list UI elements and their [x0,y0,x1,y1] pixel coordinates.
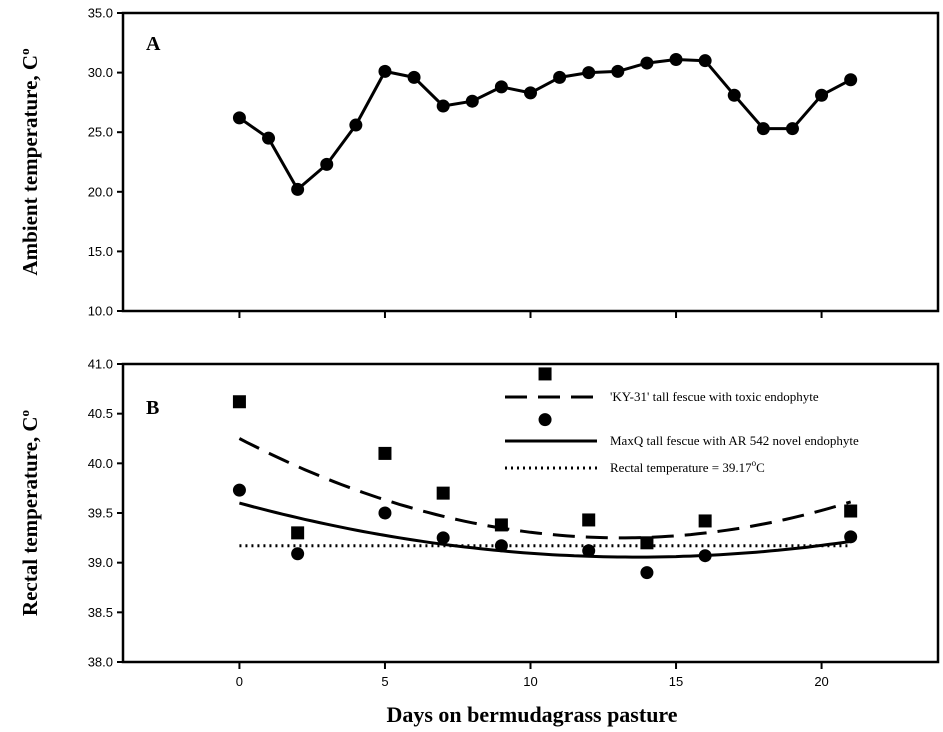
ky31-point [378,446,392,460]
ky31-point [844,504,858,518]
ambient-temperature-point [553,70,567,84]
ambient-temperature-point [378,64,392,78]
maxq-point [494,539,508,553]
ambient-temperature-point [232,111,246,125]
panel-b-x-tick-label: 15 [669,674,683,689]
maxq-point [844,530,858,544]
legend-marker-square [538,367,552,381]
ambient-temperature-point [844,73,858,87]
panel-b-y-tick-label: 40.0 [88,456,113,471]
ambient-temperature-point [524,86,537,100]
legend-marker-circle [538,413,552,427]
ky31-point [640,536,654,550]
ambient-temperature-point [349,118,363,132]
panel-b-y-tick-label: 41.0 [88,357,113,372]
panel-a-y-tick-label: 15.0 [88,244,113,259]
panel-a-y-tick-label: 20.0 [88,184,113,199]
panel-b-x-tick-label: 0 [236,674,243,689]
panel-b-x-tick-label: 20 [814,674,828,689]
ambient-temperature-point [465,94,479,108]
ambient-temperature-point [436,99,450,113]
ambient-temperature-point [815,88,829,102]
panel-a-y-tick-label: 30.0 [88,65,113,80]
ky31-point [436,486,450,500]
maxq-point [232,483,246,497]
panel-b: B Rectal temperature, Co Days on bermuda… [17,357,940,727]
ambient-temperature-point [611,64,625,78]
panel-b-y-tick-label: 38.0 [88,655,113,670]
panel-a: A Ambient temperature, Co 10.0 15.0 20.0 25… [17,6,940,319]
legend-label-rectal-threshold: Rectal temperature = 39.17oC [610,458,765,475]
maxq-fit-curve [239,501,851,559]
ambient-temperature-point [698,54,712,68]
maxq-point [640,566,654,580]
panel-b-y-tick-label: 38.5 [88,605,113,620]
ky31-point [582,513,596,527]
ky31-point [494,518,508,532]
panel-a-y-tick-label: 25.0 [88,125,113,140]
ambient-temperature-point [320,157,334,171]
panel-a-y-axis-label: Ambient temperature, Co [17,48,42,275]
maxq-point [436,531,450,545]
panel-a-y-tick-label: 10.0 [88,304,113,319]
panel-a-label: A [146,33,161,55]
ambient-temperature-point [407,70,421,84]
panel-a-y-tick-label: 35.0 [88,6,113,21]
panel-b-y-axis-label: Rectal temperature, Co [17,410,42,616]
ambient-temperature-line [238,58,852,191]
ambient-temperature-point [785,122,799,136]
panel-b-y-tick-label: 39.5 [88,506,113,521]
panel-a-frame [121,11,940,313]
ambient-temperature-point [262,131,276,145]
panel-b-x-tick-label: 5 [381,674,388,689]
maxq-point [582,544,596,558]
panel-b-label: B [146,397,159,419]
legend-label-maxq: MaxQ tall fescue with AR 542 novel endop… [610,433,859,448]
ky31-point [232,395,246,409]
ambient-temperature-point [669,52,683,66]
ky31-fit-curve [238,437,852,540]
ambient-temperature-point [291,182,305,196]
panel-b-y-tick-label: 40.5 [88,406,113,421]
panel-b-x-axis-label: Days on bermudagrass pasture [386,702,677,727]
ambient-temperature-point [756,122,770,136]
ambient-temperature-point [727,88,741,102]
legend: 'KY-31' tall fescue with toxic endophyte… [505,389,859,475]
legend-label-ky31: 'KY-31' tall fescue with toxic endophyte [610,389,819,404]
panel-b-y-tick-label: 39.0 [88,555,113,570]
ky31-point [291,526,305,540]
ambient-temperature-point [640,56,654,70]
ambient-temperature-point [494,80,508,94]
ky31-point [698,514,712,528]
maxq-point [291,547,305,561]
ambient-temperature-point [582,66,596,80]
maxq-point [698,549,712,563]
maxq-point [378,506,392,520]
panel-b-x-tick-label: 10 [523,674,537,689]
